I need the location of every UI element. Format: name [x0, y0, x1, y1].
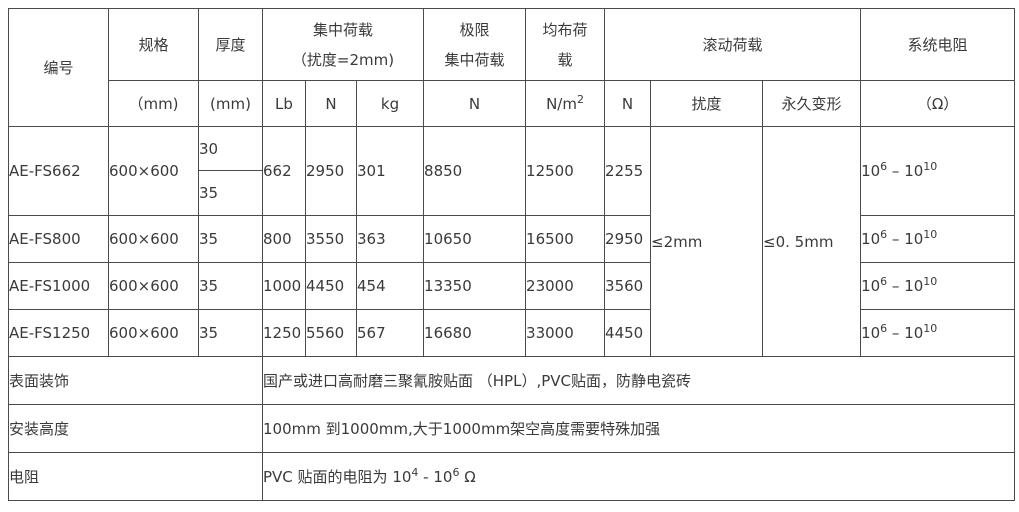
- cell-system-resistance: 106 – 1010: [860, 126, 1016, 216]
- cell-spec: 600×600: [108, 262, 199, 310]
- cell-model: AE-FS1250: [8, 309, 109, 357]
- unit-permanent-deform: 永久变形: [762, 80, 862, 127]
- unit-spec-mm: （mm): [108, 80, 199, 127]
- cell-uniform-nm2: 12500: [525, 126, 606, 216]
- cell-model: AE-FS800: [8, 215, 109, 263]
- header-ultimate-load-line1: 极限: [459, 20, 490, 39]
- cell-ultimate-n: 10650: [423, 215, 527, 263]
- cell-spec: 600×600: [108, 126, 199, 216]
- cell-n: 2950: [305, 126, 357, 216]
- cell-model: AE-FS662: [8, 126, 109, 216]
- cell-kg: 363: [355, 215, 425, 263]
- cell-deflection-merged: ≤2mm: [650, 126, 764, 357]
- footer-resistance-value: PVC 贴面的电阻为 104 - 106 Ω: [261, 452, 1016, 501]
- cell-thickness-30: 30: [198, 126, 263, 171]
- cell-uniform-nm2: 33000: [525, 309, 606, 357]
- header-ultimate-load: 极限 集中荷载: [423, 8, 527, 81]
- cell-rolling-n: 3560: [604, 262, 652, 310]
- cell-ultimate-n: 13350: [423, 262, 527, 310]
- cell-thickness: 35: [198, 309, 263, 357]
- header-concentrated-load: 集中荷载 （扰度=2mm): [261, 8, 425, 81]
- unit-n: N: [305, 80, 357, 127]
- unit-lb: Lb: [262, 80, 306, 127]
- cell-thickness-35: 35: [198, 170, 263, 216]
- unit-thickness-mm: (mm): [198, 80, 263, 127]
- footer-resistance-label: 电阻: [8, 452, 263, 501]
- cell-lb: 1000: [262, 262, 306, 310]
- header-thickness: 厚度: [198, 8, 263, 81]
- unit-kg: kg: [355, 80, 425, 127]
- footer-surface-label: 表面装饰: [8, 356, 263, 405]
- cell-rolling-n: 4450: [604, 309, 652, 357]
- header-concentrated-load-line2: （扰度=2mm): [291, 50, 395, 69]
- cell-kg: 301: [355, 126, 425, 216]
- unit-rolling-n: N: [604, 80, 652, 127]
- cell-ultimate-n: 8850: [423, 126, 527, 216]
- cell-model: AE-FS1000: [8, 262, 109, 310]
- header-uniform-load-line1: 均布荷: [542, 20, 588, 39]
- header-ultimate-load-line2: 集中荷载: [444, 50, 505, 69]
- header-uniform-load-line2: 载: [557, 50, 573, 69]
- cell-lb: 662: [262, 126, 306, 216]
- cell-system-resistance: 106 – 1010: [860, 262, 1016, 310]
- cell-system-resistance: 106 – 1010: [860, 309, 1016, 357]
- header-row-units: （mm) (mm) Lb N kg N N/m2 N 扰度 永久变形 （Ω）: [9, 80, 1016, 127]
- cell-lb: 800: [262, 215, 306, 263]
- table-row: AE-FS1000 600×600 35 1000 4450 454 13350…: [8, 262, 1016, 310]
- cell-uniform-nm2: 23000: [525, 262, 606, 310]
- n-per-m2-superscript: 2: [576, 92, 584, 106]
- footer-height-label: 安装高度: [8, 404, 263, 453]
- cell-n: 5560: [305, 309, 357, 357]
- footer-height-value: 100mm 到1000mm,大于1000mm架空高度需要特殊加强: [261, 404, 1016, 453]
- table-row-thickness-sub: 35: [9, 170, 1015, 216]
- header-model-number: 编号: [8, 8, 109, 127]
- footer-row-surface: 表面装饰 国产或进口高耐磨三聚氰胺贴面 （HPL）,PVC贴面，防静电瓷砖: [8, 356, 1016, 405]
- cell-spec: 600×600: [108, 215, 199, 263]
- cell-rolling-n: 2950: [604, 215, 652, 263]
- header-row-groups: 编号 规格 厚度 集中荷载 （扰度=2mm) 极限 集中荷载 均布荷 载 滚动荷…: [8, 8, 1016, 127]
- cell-permanent-deform-merged: ≤0. 5mm: [762, 126, 862, 357]
- header-uniform-load: 均布荷 载: [525, 8, 606, 81]
- table-row: AE-FS1250 600×600 35 1250 5560 567 16680…: [8, 309, 1016, 357]
- footer-row-resistance: 电阻 PVC 贴面的电阻为 104 - 106 Ω: [8, 452, 1016, 501]
- cell-kg: 567: [355, 309, 425, 357]
- cell-thickness: 35: [198, 215, 263, 263]
- header-rolling-load: 滚动荷载: [604, 8, 862, 81]
- unit-ultimate-n: N: [423, 80, 527, 127]
- header-concentrated-load-line1: 集中荷载: [313, 20, 374, 39]
- cell-thickness: 35: [198, 262, 263, 310]
- cell-rolling-n: 2255: [604, 126, 652, 216]
- cell-ultimate-n: 16680: [423, 309, 527, 357]
- table-row: AE-FS800 600×600 35 800 3550 363 10650 1…: [8, 215, 1016, 263]
- header-spec: 规格: [108, 8, 199, 81]
- header-system-resistance: 系统电阻: [860, 8, 1016, 81]
- product-spec-table: 编号 规格 厚度 集中荷载 （扰度=2mm) 极限 集中荷载 均布荷 载 滚动荷…: [8, 8, 1016, 501]
- table-row: AE-FS662 600×600 30 662 2950 301 8850 12…: [8, 126, 1016, 357]
- cell-system-resistance: 106 – 1010: [860, 215, 1016, 263]
- footer-row-install-height: 安装高度 100mm 到1000mm,大于1000mm架空高度需要特殊加强: [8, 404, 1016, 453]
- unit-deflection: 扰度: [650, 80, 764, 127]
- cell-kg: 454: [355, 262, 425, 310]
- cell-n: 3550: [305, 215, 357, 263]
- cell-spec: 600×600: [108, 309, 199, 357]
- unit-ohm: （Ω）: [860, 80, 1016, 127]
- footer-surface-value: 国产或进口高耐磨三聚氰胺贴面 （HPL）,PVC贴面，防静电瓷砖: [261, 356, 1016, 405]
- unit-n-per-m2: N/m2: [525, 80, 606, 127]
- cell-uniform-nm2: 16500: [525, 215, 606, 263]
- cell-lb: 1250: [262, 309, 306, 357]
- cell-n: 4450: [305, 262, 357, 310]
